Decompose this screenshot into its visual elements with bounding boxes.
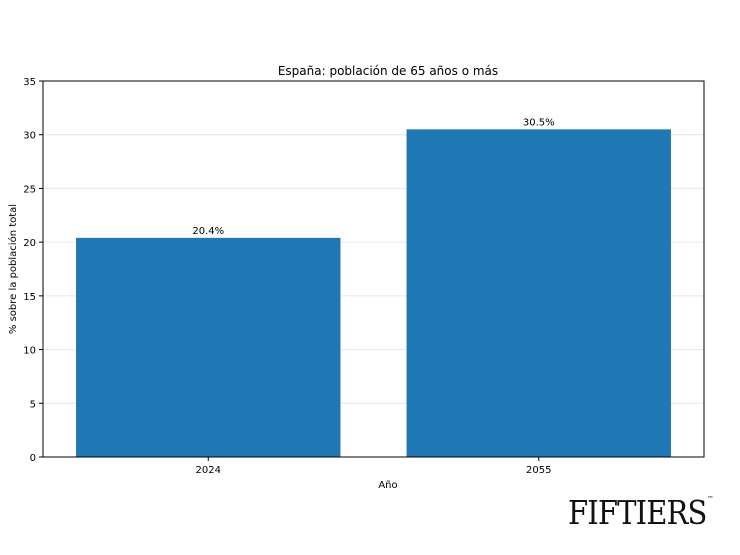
chart-title: España: población de 65 años o más bbox=[278, 64, 498, 78]
x-tick-label-2024: 2024 bbox=[196, 465, 221, 476]
y-tick-label-0: 0 bbox=[30, 453, 36, 464]
y-tick-label-20: 20 bbox=[23, 238, 36, 249]
y-tick-label-25: 25 bbox=[23, 184, 36, 195]
value-label-2055: 30.5% bbox=[523, 117, 555, 128]
logo-text: FIFTIERS bbox=[568, 493, 707, 532]
value-label-2024: 20.4% bbox=[192, 226, 224, 237]
x-tick-label-2055: 2055 bbox=[526, 465, 551, 476]
bars-group bbox=[76, 129, 671, 458]
y-axis-ticks: 0 5 10 15 20 25 30 35 bbox=[23, 77, 43, 464]
y-tick-label-35: 35 bbox=[23, 77, 36, 88]
fiftiers-logo: FIFTIERS™ bbox=[568, 493, 714, 532]
x-axis-label: Año bbox=[378, 480, 397, 491]
bar-2024 bbox=[76, 237, 341, 457]
y-tick-label-15: 15 bbox=[23, 292, 36, 303]
y-tick-label-5: 5 bbox=[30, 399, 36, 410]
y-axis-label: % sobre la población total bbox=[7, 204, 19, 334]
value-labels-group: 20.4% 30.5% bbox=[192, 117, 554, 237]
x-axis-ticks: 2024 2055 bbox=[196, 457, 551, 476]
y-tick-label-10: 10 bbox=[23, 346, 36, 357]
bar-2055 bbox=[406, 129, 671, 458]
logo-trademark: ™ bbox=[707, 495, 713, 503]
y-tick-label-30: 30 bbox=[23, 131, 36, 142]
plot-frame bbox=[42, 80, 705, 458]
